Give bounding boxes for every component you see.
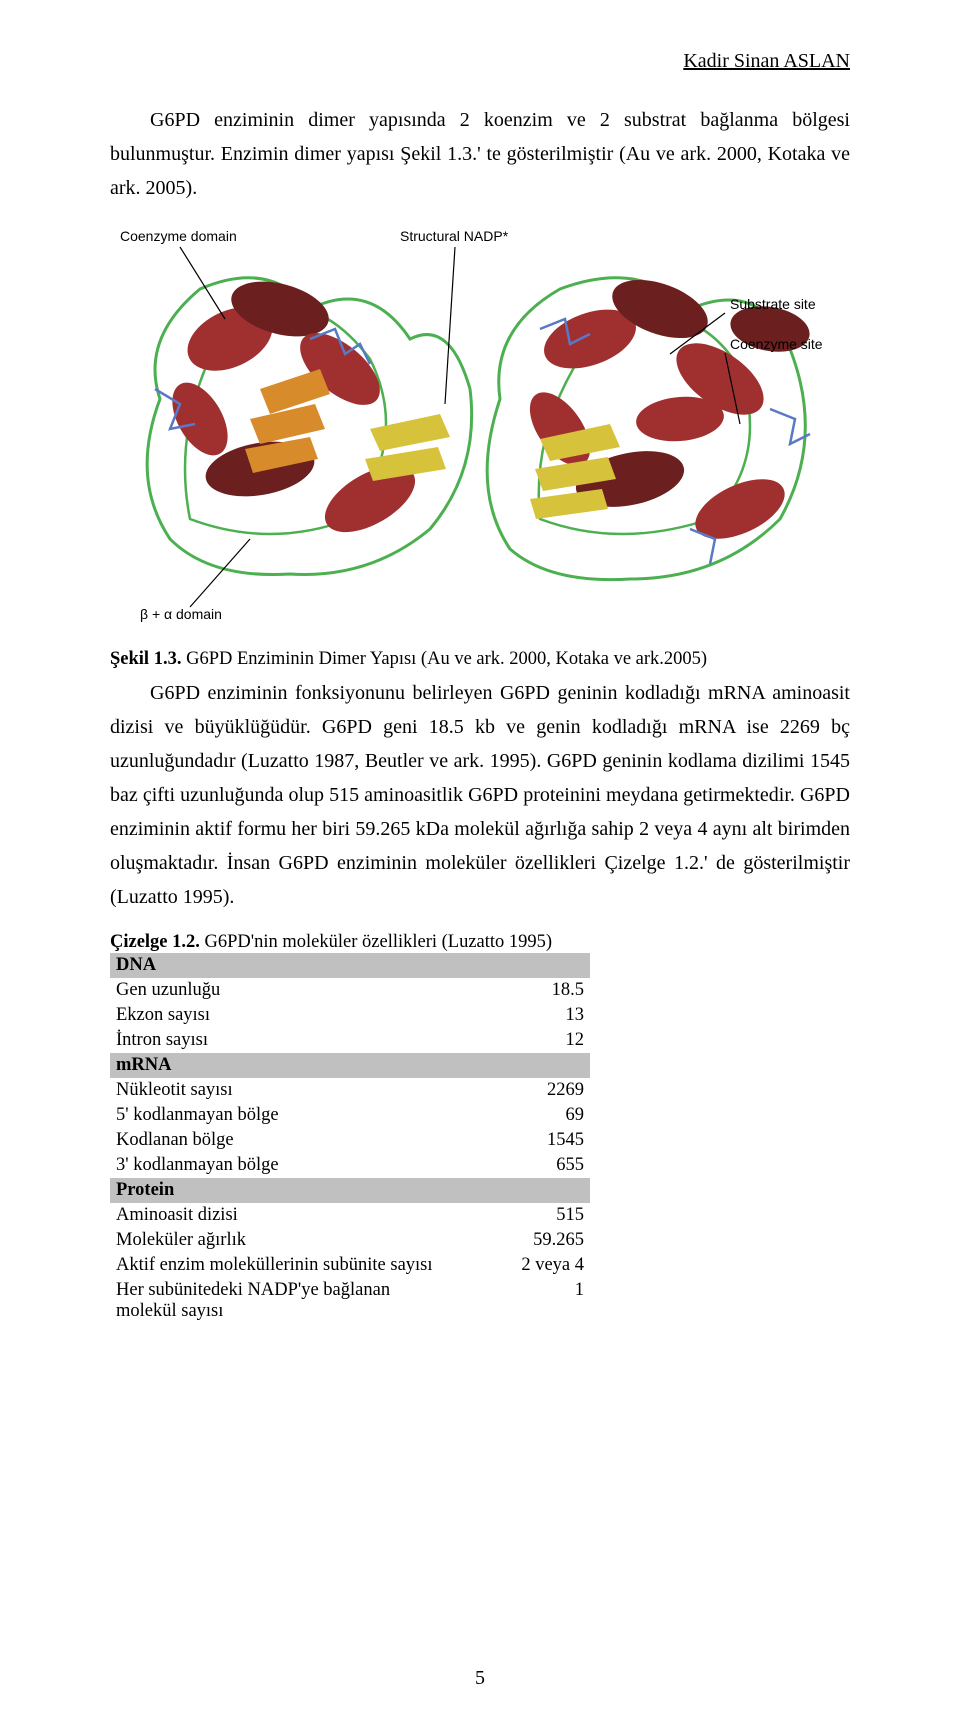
table-cell-value: 1545 bbox=[458, 1128, 590, 1153]
table-cell-label: Aktif enzim moleküllerinin subünite sayı… bbox=[110, 1253, 458, 1278]
table-row: Moleküler ağırlık59.265 bbox=[110, 1228, 590, 1253]
table-row: Nükleotit sayısı2269 bbox=[110, 1078, 590, 1103]
table-cell-label: Nükleotit sayısı bbox=[110, 1078, 458, 1103]
table-cell-value: 59.265 bbox=[458, 1228, 590, 1253]
label-substrate-site: Substrate site bbox=[730, 296, 816, 312]
table-cell-value: 18.5 bbox=[458, 978, 590, 1003]
table-cell-value: 13 bbox=[458, 1003, 590, 1028]
table-row: Kodlanan bölge1545 bbox=[110, 1128, 590, 1153]
table-row: Ekzon sayısı13 bbox=[110, 1003, 590, 1028]
table-caption-rest: G6PD'nin moleküler özellikleri (Luzatto … bbox=[200, 932, 552, 952]
protein-structure-figure: Coenzyme domain Structural NADP* Substra… bbox=[110, 219, 850, 639]
table-section-header: Protein bbox=[110, 1178, 590, 1203]
table-row: Gen uzunluğu18.5 bbox=[110, 978, 590, 1003]
figure-caption: Şekil 1.3. G6PD Enziminin Dimer Yapısı (… bbox=[110, 649, 850, 670]
table-cell-label: 3' kodlanmayan bölge bbox=[110, 1153, 458, 1178]
table-cell-label: İntron sayısı bbox=[110, 1028, 458, 1053]
table-cell-value: 2 veya 4 bbox=[458, 1253, 590, 1278]
table-row: Aminoasit dizisi515 bbox=[110, 1203, 590, 1228]
page: Kadir Sinan ASLAN G6PD enziminin dimer y… bbox=[0, 0, 960, 1718]
table-row: 5' kodlanmayan bölge69 bbox=[110, 1103, 590, 1128]
molecular-properties-table: DNAGen uzunluğu18.5Ekzon sayısı13İntron … bbox=[110, 953, 590, 1324]
label-coenzyme-domain: Coenzyme domain bbox=[120, 228, 237, 244]
figure-caption-bold: Şekil 1.3. bbox=[110, 649, 181, 669]
table-cell-label: Her subünitedeki NADP'ye bağlanan molekü… bbox=[110, 1278, 458, 1324]
page-number: 5 bbox=[0, 1667, 960, 1690]
table-caption: Çizelge 1.2. G6PD'nin moleküler özellikl… bbox=[110, 932, 850, 953]
table-section-header: mRNA bbox=[110, 1053, 590, 1078]
author-header: Kadir Sinan ASLAN bbox=[110, 50, 850, 73]
table-cell-value: 515 bbox=[458, 1203, 590, 1228]
label-coenzyme-site: Coenzyme site bbox=[730, 336, 823, 352]
label-beta-alpha-domain: β + α domain bbox=[140, 606, 222, 622]
table-row: 3' kodlanmayan bölge655 bbox=[110, 1153, 590, 1178]
intro-paragraph: G6PD enziminin dimer yapısında 2 koenzim… bbox=[110, 103, 850, 205]
label-structural-nadp: Structural NADP* bbox=[400, 228, 509, 244]
table-caption-bold: Çizelge 1.2. bbox=[110, 932, 200, 952]
table-cell-value: 2269 bbox=[458, 1078, 590, 1103]
table-cell-value: 12 bbox=[458, 1028, 590, 1053]
table-cell-label: Ekzon sayısı bbox=[110, 1003, 458, 1028]
table-cell-label: Gen uzunluğu bbox=[110, 978, 458, 1003]
table-cell-value: 1 bbox=[458, 1278, 590, 1324]
table-row: Aktif enzim moleküllerinin subünite sayı… bbox=[110, 1253, 590, 1278]
table-cell-label: 5' kodlanmayan bölge bbox=[110, 1103, 458, 1128]
table-cell-value: 69 bbox=[458, 1103, 590, 1128]
table-section-header: DNA bbox=[110, 953, 590, 978]
table-row: İntron sayısı12 bbox=[110, 1028, 590, 1053]
table-cell-value: 655 bbox=[458, 1153, 590, 1178]
body-paragraph: G6PD enziminin fonksiyonunu belirleyen G… bbox=[110, 676, 850, 914]
table-cell-label: Moleküler ağırlık bbox=[110, 1228, 458, 1253]
figure-caption-rest: G6PD Enziminin Dimer Yapısı (Au ve ark. … bbox=[181, 649, 707, 669]
protein-ribbon-svg: Coenzyme domain Structural NADP* Substra… bbox=[110, 219, 850, 639]
table-row: Her subünitedeki NADP'ye bağlanan molekü… bbox=[110, 1278, 590, 1324]
table-cell-label: Aminoasit dizisi bbox=[110, 1203, 458, 1228]
table-cell-label: Kodlanan bölge bbox=[110, 1128, 458, 1153]
